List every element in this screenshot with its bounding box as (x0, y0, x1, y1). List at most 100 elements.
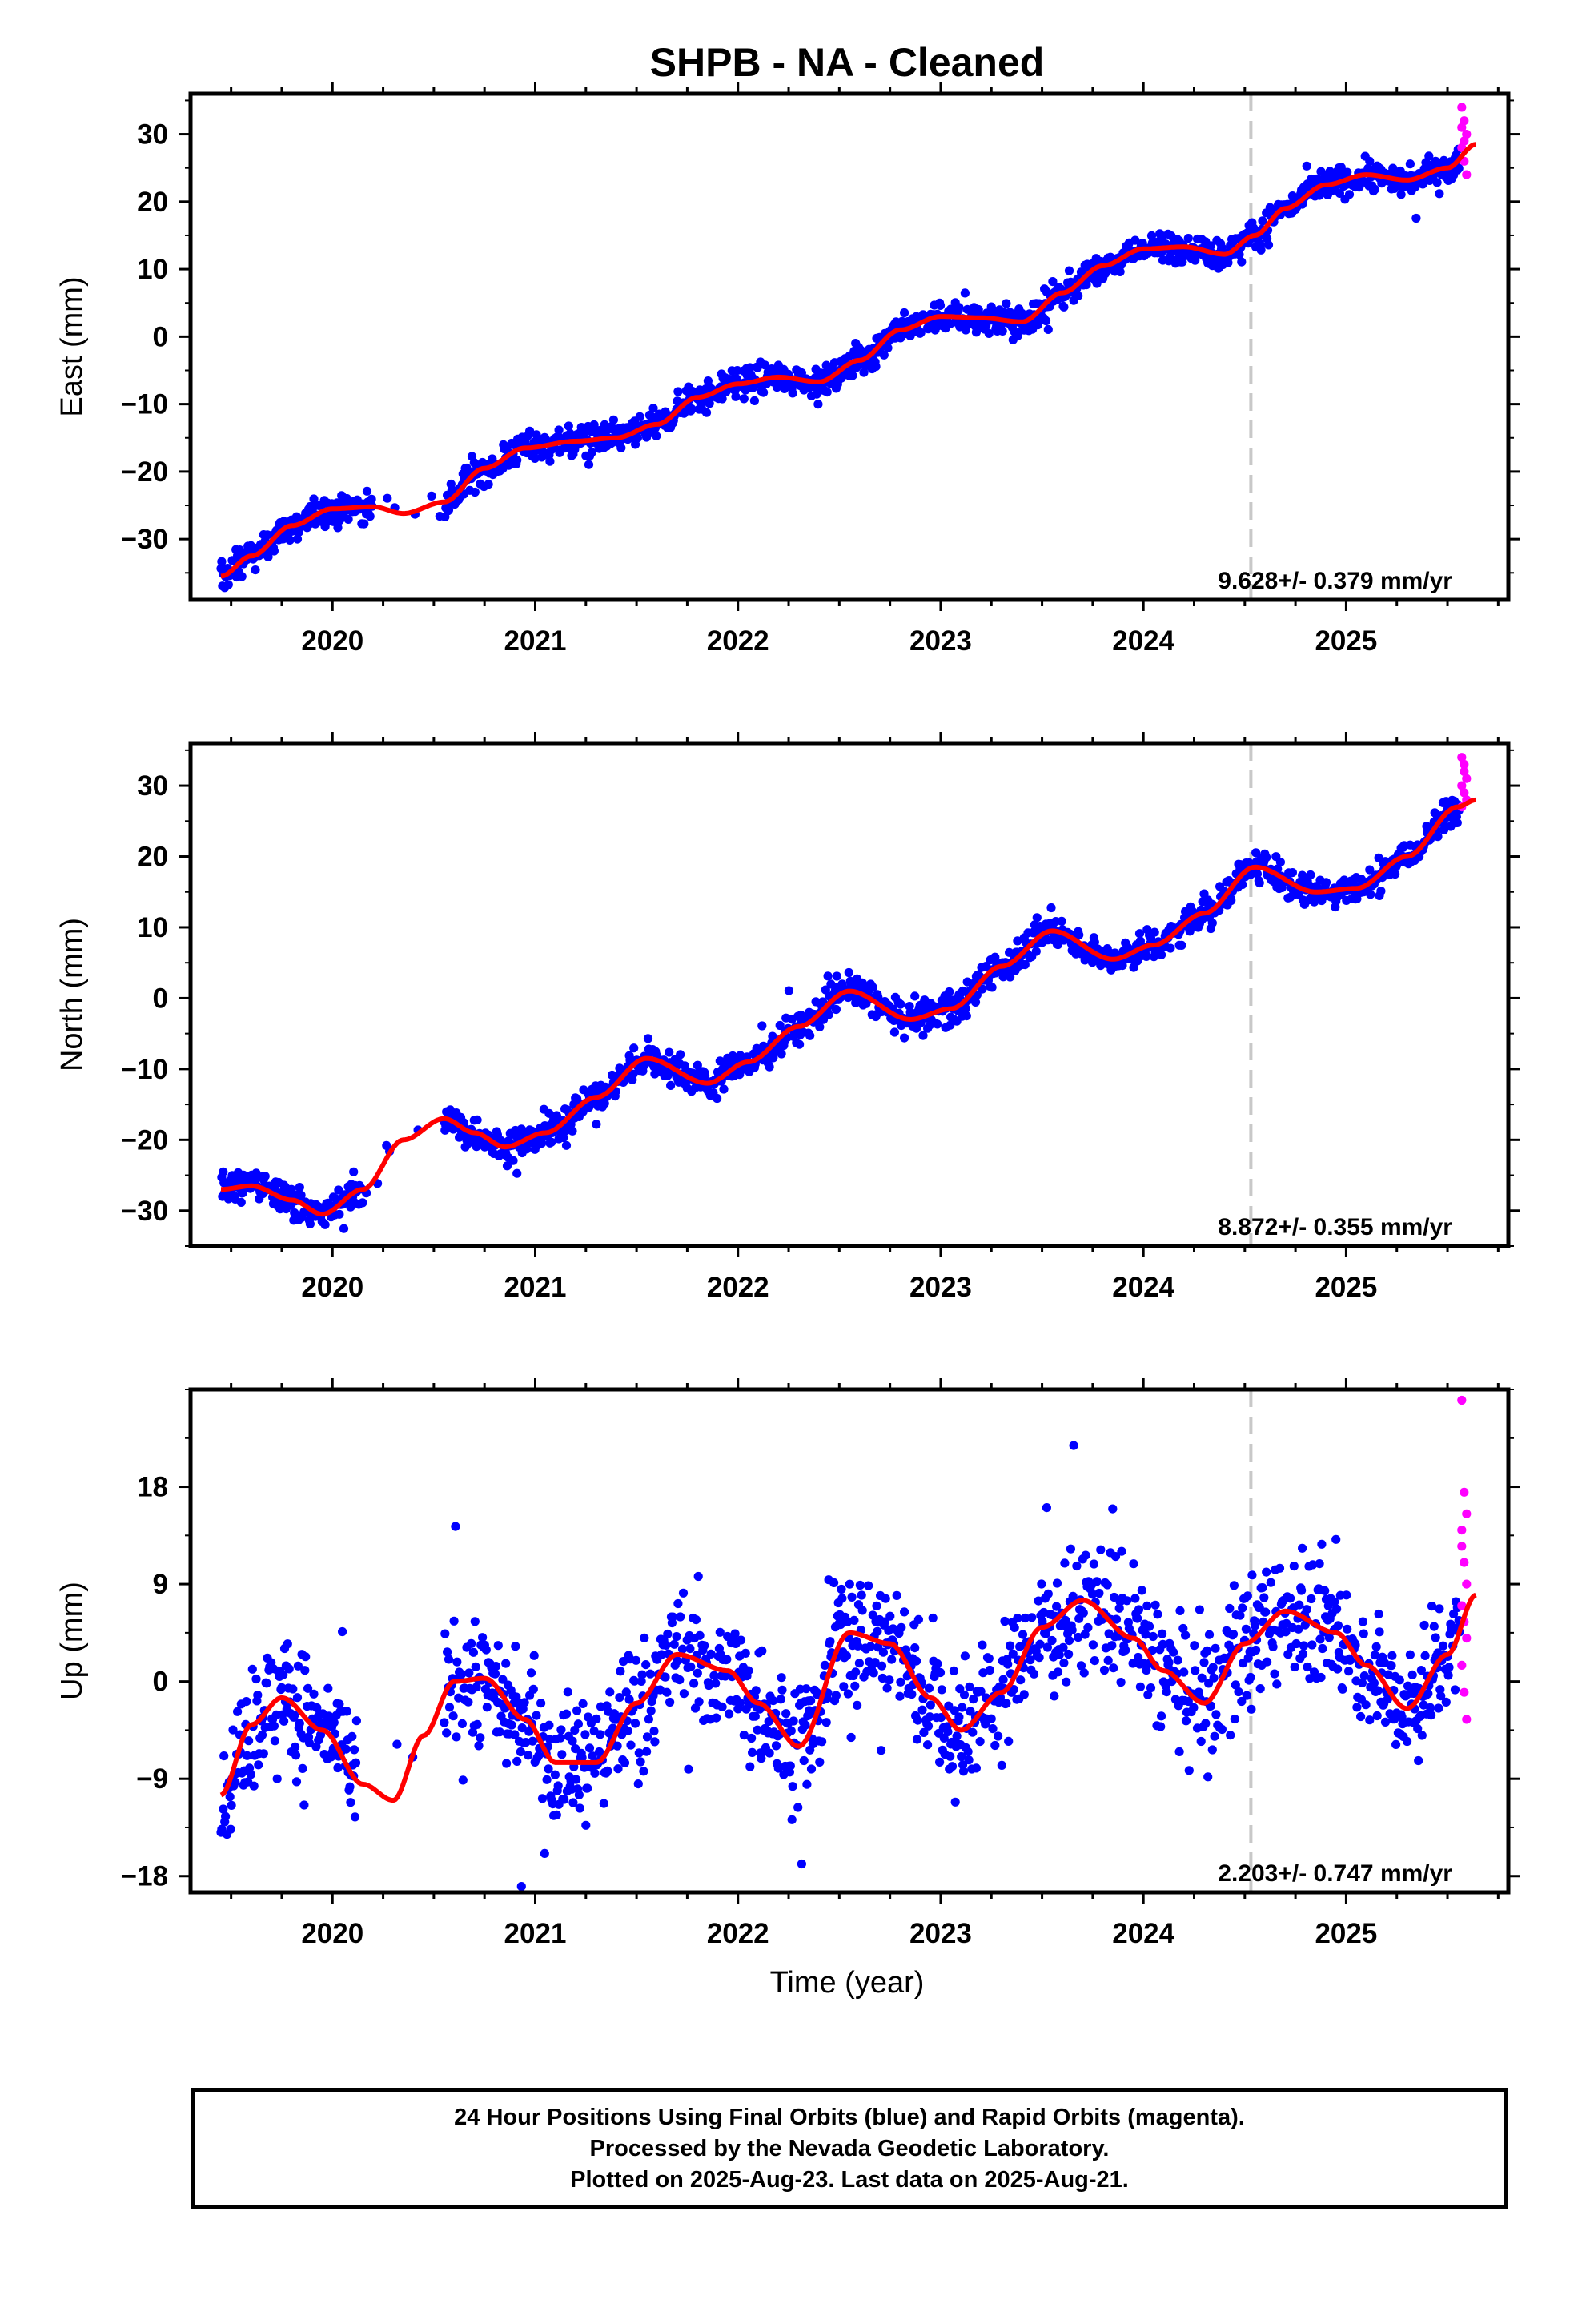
up-final-orbit-point (971, 1763, 981, 1773)
up-final-orbit-point (631, 1655, 641, 1665)
east-final-orbit-point (530, 453, 540, 464)
up-final-orbit-point (448, 1711, 458, 1721)
up-final-orbit-point (771, 1741, 781, 1751)
up-rapid-orbit-point (1462, 1715, 1472, 1724)
north-x-axis: 2020 2021 2022 2023 2024 2025 (230, 732, 1500, 1303)
east-x-tick-label: 2021 (504, 625, 567, 657)
up-final-orbit-point (1179, 1667, 1189, 1677)
up-final-orbit-point (757, 1754, 766, 1763)
up-final-orbit-point (785, 1761, 795, 1771)
up-final-orbit-point (1020, 1613, 1030, 1623)
up-final-orbit-point (881, 1594, 890, 1603)
up-final-orbit-point (672, 1632, 681, 1642)
north-final-orbit-point (349, 1167, 359, 1176)
up-final-orbit-point (1308, 1560, 1318, 1570)
up-final-orbit-point (978, 1640, 987, 1650)
up-final-orbit-point (1210, 1731, 1219, 1741)
east-final-orbit-point (1396, 190, 1406, 199)
up-rapid-orbit-point (1457, 1601, 1467, 1610)
up-final-orbit-point (1174, 1747, 1184, 1756)
east-final-orbit-point (343, 514, 353, 525)
up-final-orbit-point (725, 1709, 734, 1719)
up-rapid-orbit-point (1460, 1687, 1469, 1697)
up-final-orbit-point (730, 1629, 740, 1638)
up-final-orbit-point (512, 1756, 522, 1766)
up-final-orbit-point (679, 1689, 689, 1699)
north-frame (188, 741, 1511, 1248)
north-rapid-orbit-point (1460, 788, 1469, 798)
up-final-orbit-point (693, 1571, 703, 1582)
east-final-orbit-point (359, 519, 369, 529)
up-final-orbit-point (520, 1698, 529, 1707)
up-final-orbit-point (1079, 1668, 1089, 1678)
up-final-orbit-point (1383, 1695, 1392, 1704)
up-final-orbit-point (350, 1745, 359, 1755)
up-final-orbit-point (471, 1662, 480, 1671)
up-final-orbit-point (350, 1812, 360, 1822)
up-final-orbit-point (864, 1581, 873, 1590)
up-final-orbit-point (837, 1594, 847, 1603)
up-rapid-orbit-points (1457, 1395, 1472, 1724)
up-final-orbit-point (636, 1757, 645, 1767)
up-panel: 2020 2021 2022 2023 2024 2025 −18 −9 0 9 18 Up (mm)… (55, 1378, 1520, 1949)
up-final-orbit-point (526, 1668, 536, 1678)
east-final-orbit-point (292, 534, 303, 544)
up-final-orbit-point (963, 1747, 973, 1756)
north-final-orbit-point (1255, 878, 1264, 888)
up-final-orbit-point (865, 1642, 876, 1651)
up-final-orbit-point (481, 1645, 491, 1655)
up-final-orbit-point (684, 1764, 693, 1774)
up-final-orbit-point (440, 1718, 449, 1727)
up-final-orbit-point (665, 1697, 675, 1707)
up-final-orbit-point (896, 1677, 905, 1687)
up-final-orbit-point (1275, 1563, 1285, 1573)
up-final-orbit-point (521, 1738, 531, 1747)
up-final-orbit-point (580, 1763, 589, 1772)
up-final-orbit-point (954, 1712, 964, 1722)
up-final-orbit-point (1266, 1578, 1275, 1587)
north-final-orbit-point (824, 1010, 833, 1019)
up-final-orbit-point (346, 1798, 355, 1807)
up-final-orbit-point (1331, 1534, 1341, 1544)
up-final-orbit-point (892, 1590, 901, 1600)
up-final-orbit-point (965, 1682, 974, 1691)
up-final-orbit-point (675, 1675, 685, 1685)
up-final-orbit-point (323, 1683, 333, 1693)
up-final-orbit-point (1414, 1755, 1423, 1766)
up-final-orbit-point (656, 1650, 666, 1659)
up-final-orbit-point (1316, 1672, 1326, 1683)
up-rapid-orbit-point (1460, 1558, 1469, 1567)
east-final-orbit-point (900, 308, 909, 318)
east-final-orbit-point (1355, 183, 1364, 192)
east-final-orbit-point (1064, 266, 1074, 275)
up-final-orbit-point (849, 1615, 859, 1625)
up-y-axis: −18 −9 0 9 18 (121, 1389, 1520, 1892)
up-x-axis: 2020 2021 2022 2023 2024 2025 (230, 1378, 1500, 1949)
up-final-orbit-point (345, 1782, 355, 1791)
up-final-orbit-point (1029, 1669, 1039, 1679)
up-final-orbit-point (958, 1767, 969, 1776)
up-final-orbit-point (1041, 1629, 1051, 1638)
up-final-orbit-point (1054, 1650, 1064, 1659)
up-x-tick-label: 2020 (301, 1918, 363, 1949)
up-frame (188, 1387, 1511, 1895)
up-final-orbit-point (1338, 1684, 1347, 1694)
up-final-orbit-point (1209, 1673, 1219, 1683)
up-final-orbit-point (997, 1760, 1006, 1770)
north-final-orbit-point (775, 1020, 785, 1031)
up-final-orbit-point (568, 1798, 578, 1807)
up-final-orbit-point (1035, 1639, 1045, 1649)
up-final-orbit-point (333, 1763, 343, 1773)
up-final-orbit-point (277, 1683, 287, 1692)
east-rapid-orbit-point (1457, 103, 1467, 112)
up-final-orbit-point (1173, 1655, 1182, 1665)
up-final-orbit-point (736, 1635, 746, 1645)
up-final-orbit-point (242, 1697, 251, 1707)
up-final-orbit-point (1010, 1622, 1019, 1633)
up-final-orbit-point (1072, 1561, 1082, 1571)
east-final-orbit-point (813, 400, 823, 409)
up-final-orbit-point (452, 1732, 461, 1742)
north-final-orbit-point (1074, 930, 1084, 939)
east-data-layer (216, 94, 1476, 600)
up-final-orbit-point (821, 1718, 831, 1727)
